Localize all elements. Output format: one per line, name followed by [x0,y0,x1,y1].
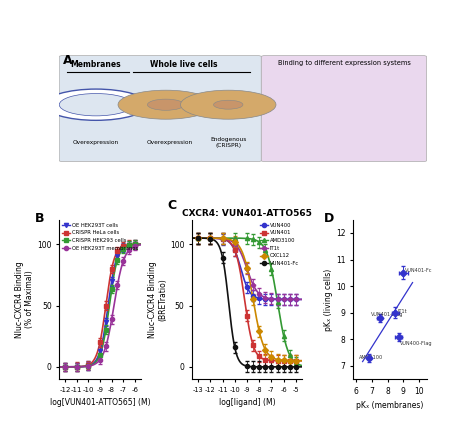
Y-axis label: pKₓ (living cells): pKₓ (living cells) [324,268,333,331]
FancyBboxPatch shape [59,55,261,161]
Legend: OE HEK293T cells, CRISPR HeLa cells, CRISPR HEK293 cells, OE HEK293T membranes: OE HEK293T cells, CRISPR HeLa cells, CRI… [62,222,139,251]
Text: IT1t: IT1t [397,309,407,314]
Legend: VUN400, VUN401, AMD3100, IT1t, CXCL12, VUN401-Fc: VUN400, VUN401, AMD3100, IT1t, CXCL12, V… [260,222,300,267]
Y-axis label: Nluc-CXCR4 Binding
(% of Maximal): Nluc-CXCR4 Binding (% of Maximal) [15,261,34,338]
Text: Binding to different expression systems: Binding to different expression systems [277,60,410,66]
Text: VUN401-Fc: VUN401-Fc [405,268,433,273]
Text: Overexpression: Overexpression [73,140,119,145]
Text: A: A [63,55,73,67]
X-axis label: log[ligand] (M): log[ligand] (M) [219,398,275,407]
Text: VUN401-Flag: VUN401-Flag [371,311,403,317]
Circle shape [118,90,213,119]
FancyBboxPatch shape [261,55,427,161]
Text: Whole live cells: Whole live cells [150,60,218,69]
X-axis label: pKₓ (membranes): pKₓ (membranes) [356,401,424,410]
X-axis label: log[VUN401-ATTO565] (M): log[VUN401-ATTO565] (M) [50,398,150,407]
Circle shape [59,94,133,116]
Text: AMD3100: AMD3100 [359,355,383,360]
Text: C: C [168,199,177,212]
Circle shape [147,99,184,110]
Text: B: B [35,212,44,225]
Text: VUN400-Flag: VUN400-Flag [400,341,432,346]
Text: D: D [324,212,334,225]
Text: Endogenous
(CRISPR): Endogenous (CRISPR) [210,138,246,148]
Circle shape [45,89,147,120]
Circle shape [213,100,243,109]
Title: CXCR4: VUN401-ATTO565: CXCR4: VUN401-ATTO565 [182,208,312,218]
Y-axis label: Nluc-CXCR4 Binding
(BRETratio): Nluc-CXCR4 Binding (BRETratio) [148,261,167,338]
Circle shape [181,90,276,119]
Text: Overexpression: Overexpression [146,140,192,145]
Text: Membranes: Membranes [71,60,121,69]
